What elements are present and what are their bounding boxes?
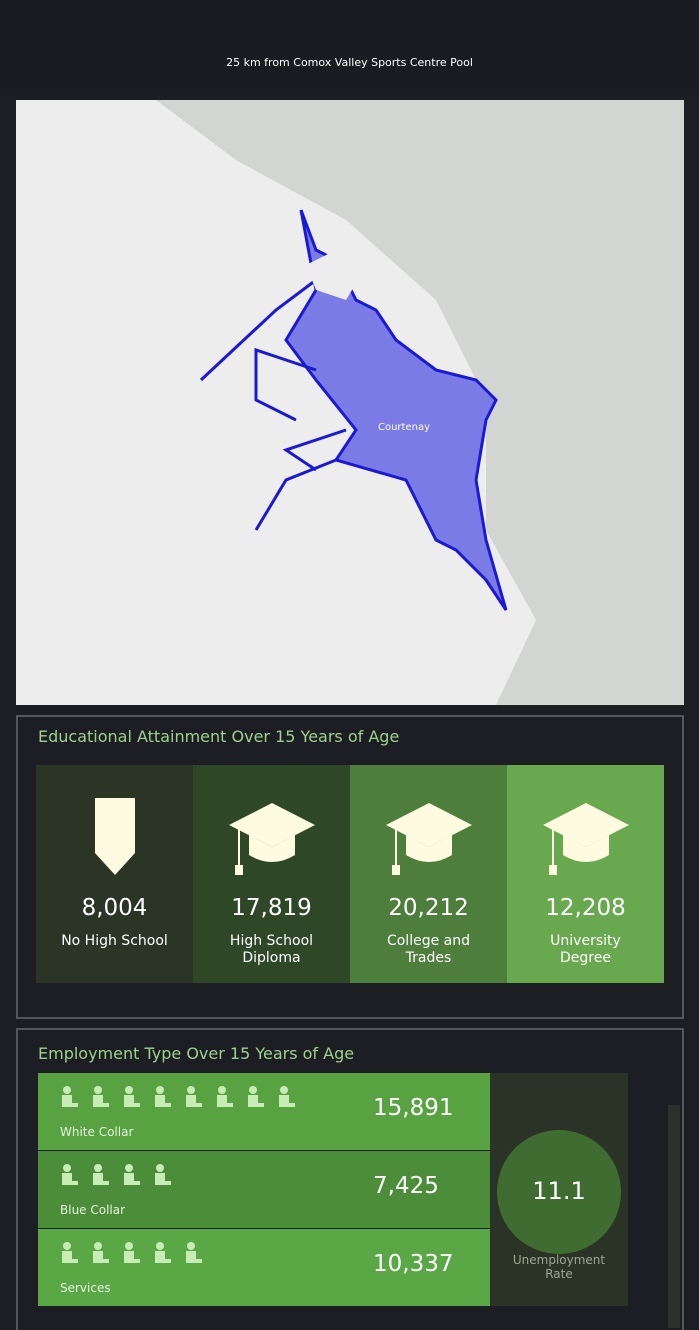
tile: 8,004 No High School xyxy=(36,765,193,983)
header-title: 25 km from Comox Valley Sports Centre Po… xyxy=(226,56,473,69)
map-area xyxy=(284,209,508,611)
tile-value: 12,208 xyxy=(545,895,626,921)
rate-circle xyxy=(497,1130,621,1254)
scrollbar xyxy=(668,1105,680,1328)
map-label: Courtenay xyxy=(378,422,430,433)
tile-value: 8,004 xyxy=(81,895,148,921)
rate-label: Unemployment Rate xyxy=(512,1253,606,1281)
icon xyxy=(386,803,472,875)
row-label: Services xyxy=(60,1281,111,1295)
header xyxy=(0,0,699,95)
map-rivers xyxy=(199,278,347,531)
employment-panel: Employment Type Over 15 Years of Age Whi… xyxy=(16,1028,684,1330)
tile-label: High School Diploma xyxy=(229,933,314,966)
row-icons xyxy=(58,1163,182,1191)
tile: 17,819 High School Diploma xyxy=(193,765,350,983)
tile-label: College and Trades xyxy=(386,933,470,966)
rate-value: 11.1 xyxy=(532,1177,586,1205)
tile-label: University Degree xyxy=(550,933,621,966)
tile: 12,208 University Degree xyxy=(507,765,664,983)
employment-row: Services 10,337 xyxy=(38,1229,490,1306)
row-value: 7,425 xyxy=(373,1173,439,1199)
tile-icon xyxy=(70,793,160,887)
tile-icon xyxy=(227,793,317,887)
tile-label: No High School xyxy=(61,933,168,949)
map-water xyxy=(156,100,684,705)
tile: 20,212 College and Trades xyxy=(350,765,507,983)
tile-icon xyxy=(384,793,474,887)
icon xyxy=(543,803,629,875)
education-title: Educational Attainment Over 15 Years of … xyxy=(38,727,400,746)
row-label: White Collar xyxy=(60,1125,134,1139)
row-value: 15,891 xyxy=(373,1095,454,1121)
rate-box: 11.1 Unemployment Rate xyxy=(490,1073,628,1306)
icon xyxy=(229,803,315,875)
tile-value: 17,819 xyxy=(231,895,312,921)
row-value: 10,337 xyxy=(373,1251,454,1277)
row-label: Blue Collar xyxy=(60,1203,126,1217)
map-island xyxy=(306,250,361,300)
row-icons xyxy=(58,1085,306,1113)
tile-value: 20,212 xyxy=(388,895,469,921)
education-panel: Educational Attainment Over 15 Years of … xyxy=(16,715,684,1019)
map: Courtenay xyxy=(16,100,684,705)
tile-icon xyxy=(541,793,631,887)
employment-row: Blue Collar 7,425 xyxy=(38,1151,490,1228)
row-icons xyxy=(58,1241,213,1269)
employment-row: White Collar 15,891 xyxy=(38,1073,490,1150)
employment-title: Employment Type Over 15 Years of Age xyxy=(38,1044,355,1063)
icon xyxy=(95,798,135,875)
